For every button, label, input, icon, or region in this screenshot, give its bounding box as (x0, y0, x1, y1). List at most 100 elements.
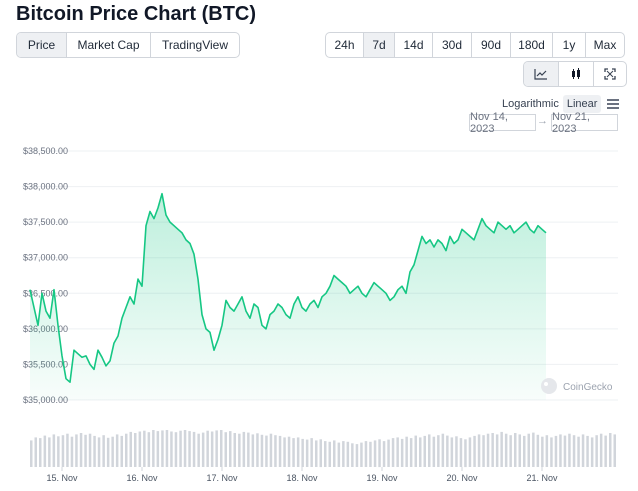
volume-bar (165, 430, 169, 467)
volume-bar (518, 434, 521, 467)
tab-market-cap[interactable]: Market Cap (67, 33, 151, 57)
volume-bar (590, 437, 594, 467)
volume-bar (351, 443, 354, 467)
volume-bar (301, 438, 304, 467)
volume-bar (143, 430, 146, 467)
volume-bar (464, 439, 467, 468)
range-180d[interactable]: 180d (511, 33, 553, 57)
volume-bar (129, 431, 132, 467)
volume-bar (536, 434, 540, 467)
volume-bar (120, 435, 123, 467)
volume-bar (310, 438, 313, 467)
volume-bar (30, 440, 33, 467)
tab-tradingview[interactable]: TradingView (161, 38, 229, 52)
range-7d[interactable]: 7d (364, 33, 395, 57)
volume-bar (79, 433, 83, 467)
volume-bar (296, 437, 300, 467)
chart-tools (523, 61, 627, 87)
range-1y[interactable]: 1y (553, 33, 586, 57)
volume-bar (170, 431, 173, 467)
y-tick-label: $37,500.00 (23, 217, 68, 227)
volume-bar (102, 435, 105, 467)
volume-bar (595, 435, 598, 467)
volume-bar (509, 435, 512, 467)
volume-bar (57, 436, 60, 467)
volume-bar (532, 432, 535, 467)
volume-bar (224, 432, 227, 467)
volume-bar (495, 434, 499, 467)
volume-bar (373, 440, 377, 467)
volume-bar (446, 435, 449, 467)
volume-bar (333, 440, 336, 467)
x-tick-label: 21. Nov (526, 473, 558, 483)
volume-bar (238, 433, 241, 467)
volume-bar (382, 441, 386, 467)
volume-bar (581, 434, 585, 467)
volume-bar (441, 433, 445, 467)
volume-bar (247, 432, 250, 467)
fullscreen-icon[interactable] (594, 62, 626, 86)
volume-bar (599, 433, 603, 467)
volume-bar (97, 437, 101, 467)
tab-price[interactable]: Price (17, 33, 67, 57)
candlestick-icon[interactable] (559, 62, 594, 86)
volume-bar (455, 436, 458, 467)
volume-bar (305, 439, 309, 467)
hamburger-menu-icon[interactable] (607, 99, 620, 109)
volume-bar (138, 431, 142, 467)
volume-bar (387, 439, 390, 467)
range-14d[interactable]: 14d (395, 33, 433, 57)
range-30d[interactable]: 30d (433, 33, 472, 57)
y-tick-label: $38,000.00 (23, 182, 68, 192)
volume-bar (468, 437, 472, 467)
volume-bar (292, 438, 295, 467)
date-from-input[interactable]: Nov 14, 2023 (469, 111, 536, 135)
volume-bar (364, 441, 368, 467)
volume-bar (192, 431, 196, 467)
range-max[interactable]: Max (593, 38, 617, 52)
volume-bar (572, 435, 576, 467)
volume-bar (179, 430, 182, 467)
volume-bar (287, 436, 291, 467)
volume-bar (400, 438, 404, 467)
volume-bar (405, 436, 408, 467)
watermark-text: CoinGecko (563, 382, 613, 393)
volume-bar (156, 431, 160, 467)
coingecko-watermark: CoinGecko (541, 378, 613, 394)
volume-bar (183, 430, 187, 467)
volume-bar (134, 433, 137, 467)
volume-bar (541, 436, 544, 467)
scale-linear[interactable]: Linear (562, 95, 602, 113)
volume-bar (337, 442, 341, 467)
volume-bar (414, 435, 417, 467)
volume-bar (609, 433, 612, 467)
volume-bar (419, 437, 422, 467)
volume-bar (473, 435, 476, 467)
volume-bar (604, 435, 607, 467)
y-tick-label: $38,500.00 (23, 146, 68, 156)
volume-bar (391, 438, 395, 467)
volume-bar (269, 433, 273, 467)
y-tick-label: $36,500.00 (23, 288, 68, 298)
line-chart-icon[interactable] (524, 62, 559, 86)
volume-bar (346, 441, 350, 467)
volume-bar (106, 437, 110, 467)
volume-bar (70, 436, 74, 467)
range-90d[interactable]: 90d (472, 33, 511, 57)
scale-toggle: Logarithmic Linear (498, 95, 620, 113)
volume-bar (220, 430, 223, 467)
volume-bar (450, 437, 454, 467)
volume-bar (504, 433, 508, 467)
volume-bar (423, 435, 426, 467)
volume-bar (319, 439, 322, 468)
x-tick-label: 17. Nov (206, 473, 238, 483)
volume-bar (428, 434, 431, 467)
volume-bar (486, 433, 490, 467)
volume-bar (39, 438, 42, 467)
scale-logarithmic[interactable]: Logarithmic (502, 98, 559, 110)
volume-bar (161, 430, 164, 467)
volume-bar (586, 435, 589, 467)
volume-bar (66, 433, 69, 467)
range-24h[interactable]: 24h (326, 33, 364, 57)
